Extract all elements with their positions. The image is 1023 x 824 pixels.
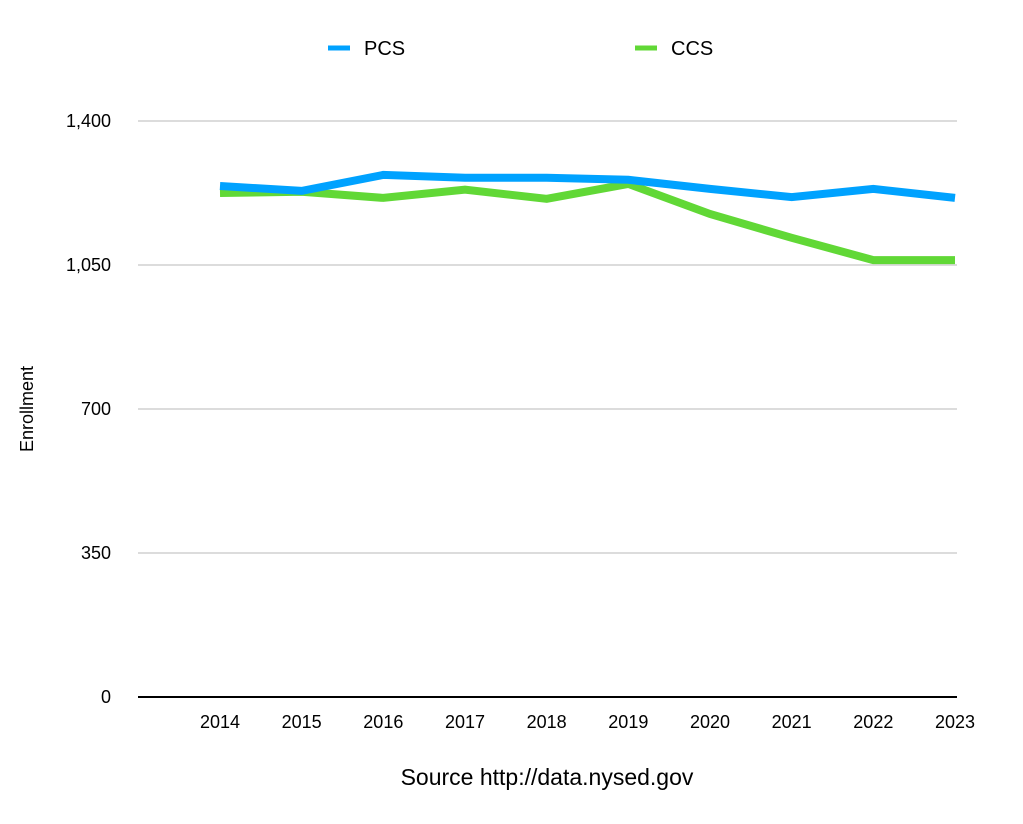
x-tick-label: 2022 [853,712,893,732]
x-tick-label: 2021 [772,712,812,732]
x-tick-label: 2020 [690,712,730,732]
y-axis-ticks: 0 350 700 1,050 1,400 [66,111,111,707]
series-line-ccs [219,179,955,265]
legend-label: CCS [671,38,713,60]
x-tick-label: 2016 [363,712,403,732]
x-tick-label: 2023 [935,712,975,732]
y-tick-label: 1,050 [66,255,111,275]
x-tick-label: 2018 [527,712,567,732]
x-tick-label: 2014 [200,712,240,732]
y-axis-title: Enrollment [17,366,37,452]
legend-label: PCS [364,38,405,60]
series-lines [219,170,956,265]
x-tick-label: 2017 [445,712,485,732]
legend-item-ccs: CCS [635,38,713,60]
y-tick-label: 1,400 [66,111,111,131]
series-line-pcs [219,170,956,202]
legend: PCS CCS [328,38,713,60]
source-label: Source http://data.nysed.gov [401,764,694,790]
y-tick-label: 0 [101,687,111,707]
x-tick-label: 2019 [608,712,648,732]
y-tick-label: 700 [81,399,111,419]
gridlines [138,120,957,554]
x-tick-label: 2015 [282,712,322,732]
y-tick-label: 350 [81,543,111,563]
legend-item-pcs: PCS [328,38,405,60]
x-axis-ticks: 2014 2015 2016 2017 2018 2019 2020 2021 2022 2023 [200,712,975,732]
